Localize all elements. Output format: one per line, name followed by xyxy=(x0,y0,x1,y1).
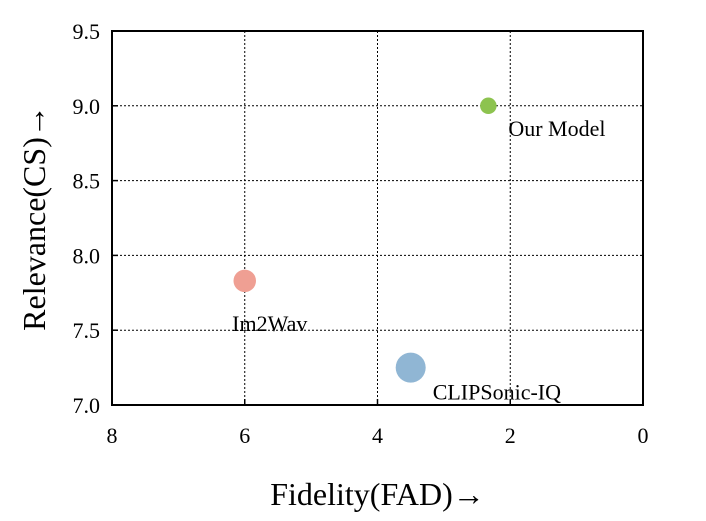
x-axis-title: Fidelity(FAD)→ xyxy=(270,476,485,512)
point-labels: Our Model Im2Wav CLIPSonic-IQ xyxy=(232,116,605,405)
x-axis: 8 6 4 2 0 xyxy=(107,399,649,448)
y-axis-title: Relevance(CS)→ xyxy=(16,105,52,331)
y-tick-label: 8.5 xyxy=(73,169,101,194)
y-tick-label: 8.0 xyxy=(73,243,101,268)
point-label: CLIPSonic-IQ xyxy=(433,380,561,405)
y-tick-label: 7.5 xyxy=(73,318,101,343)
data-point xyxy=(480,97,497,115)
y-axis: 7.0 7.5 8.0 8.5 9.0 9.5 xyxy=(73,19,118,418)
y-tick-label: 9.0 xyxy=(73,94,101,119)
y-tick-label: 7.0 xyxy=(73,393,101,418)
data-point xyxy=(233,269,256,293)
x-tick-label: 4 xyxy=(372,423,383,448)
data-point xyxy=(395,352,426,383)
point-label: Our Model xyxy=(508,116,605,141)
x-tick-label: 2 xyxy=(505,423,516,448)
y-tick-label: 9.5 xyxy=(73,19,101,44)
x-tick-label: 6 xyxy=(239,423,250,448)
data-points xyxy=(233,97,497,383)
grid xyxy=(112,31,643,405)
x-tick-label: 8 xyxy=(107,423,118,448)
x-tick-label: 0 xyxy=(638,423,649,448)
point-label: Im2Wav xyxy=(232,311,307,336)
